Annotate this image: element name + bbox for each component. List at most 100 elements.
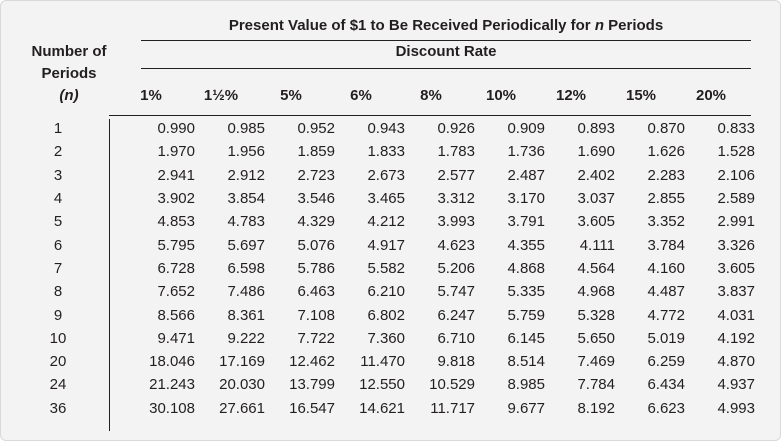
value-cell: 0.909 <box>507 120 545 138</box>
value-cell: 0.985 <box>227 120 265 138</box>
value-cell: 2.589 <box>717 190 755 208</box>
table-row: 9 8.566 8.361 7.108 6.802 6.247 5.759 5.328 4.77… <box>21 303 755 326</box>
period-cell: 9 <box>53 306 63 324</box>
value-cell: 4.623 <box>437 236 475 254</box>
period-cell: 7 <box>53 259 63 277</box>
value-cell: 4.870 <box>717 353 755 371</box>
value-cell: 9.222 <box>227 329 265 347</box>
value-cell: 20.030 <box>219 376 265 394</box>
value-cell: 3.837 <box>717 283 755 301</box>
value-cell: 9.471 <box>157 329 195 347</box>
value-cell: 3.605 <box>577 213 615 231</box>
value-cell: 2.106 <box>717 166 755 184</box>
value-cell: 2.673 <box>367 166 405 184</box>
value-cell: 1.783 <box>437 143 475 161</box>
present-value-table: 1 0.990 0.985 0.952 0.943 0.926 0.909 0.893 0.87… <box>21 117 755 420</box>
period-cell: 10 <box>49 329 67 347</box>
table-row: 10 9.471 9.222 7.722 7.360 6.710 6.145 5.650 5.0… <box>21 327 755 350</box>
value-cell: 6.463 <box>297 283 335 301</box>
value-cell: 1.833 <box>367 143 405 161</box>
value-cell: 6.710 <box>437 329 475 347</box>
value-cell: 7.722 <box>297 329 335 347</box>
value-cell: 3.902 <box>157 190 195 208</box>
title-divider <box>141 40 751 41</box>
value-cell: 10.529 <box>429 376 475 394</box>
value-cell: 21.243 <box>149 376 195 394</box>
rate-header: 8% <box>420 87 442 104</box>
value-cell: 8.361 <box>227 306 265 324</box>
value-cell: 0.926 <box>437 120 475 138</box>
value-cell: 6.434 <box>647 376 685 394</box>
table-row: 4 3.902 3.854 3.546 3.465 3.312 3.170 3.037 2.85… <box>21 187 755 210</box>
period-cell: 5 <box>53 213 63 231</box>
value-cell: 6.598 <box>227 259 265 277</box>
value-cell: 6.210 <box>367 283 405 301</box>
value-cell: 4.564 <box>577 259 615 277</box>
value-cell: 7.652 <box>157 283 195 301</box>
value-cell: 5.206 <box>437 259 475 277</box>
subtitle-divider <box>141 68 751 69</box>
value-cell: 3.037 <box>577 190 615 208</box>
value-cell: 1.970 <box>157 143 195 161</box>
value-cell: 27.661 <box>219 399 265 417</box>
periods-header-line1: Number of <box>31 43 107 60</box>
value-cell: 2.991 <box>717 213 755 231</box>
value-cell: 2.723 <box>297 166 335 184</box>
value-cell: 3.854 <box>227 190 265 208</box>
value-cell: 4.192 <box>717 329 755 347</box>
value-cell: 8.514 <box>507 353 545 371</box>
value-cell: 12.550 <box>359 376 405 394</box>
value-cell: 4.783 <box>227 213 265 231</box>
value-cell: 5.328 <box>577 306 615 324</box>
value-cell: 14.621 <box>359 399 405 417</box>
value-cell: 7.469 <box>577 353 615 371</box>
value-cell: 7.486 <box>227 283 265 301</box>
period-cell: 2 <box>53 143 63 161</box>
value-cell: 18.046 <box>149 353 195 371</box>
value-cell: 4.212 <box>367 213 405 231</box>
table-row: 24 21.243 20.030 13.799 12.550 10.529 8.985 7.7… <box>21 373 755 396</box>
value-cell: 0.943 <box>367 120 405 138</box>
value-cell: 4.968 <box>577 283 615 301</box>
value-cell: 5.335 <box>507 283 545 301</box>
value-cell: 30.108 <box>149 399 195 417</box>
value-cell: 2.941 <box>157 166 195 184</box>
value-cell: 1.956 <box>227 143 265 161</box>
table-row: 7 6.728 6.598 5.786 5.582 5.206 4.868 4.564 4.16… <box>21 257 755 280</box>
value-cell: 3.993 <box>437 213 475 231</box>
value-cell: 5.795 <box>157 236 195 254</box>
value-cell: 3.352 <box>647 213 685 231</box>
value-cell: 8.566 <box>157 306 195 324</box>
value-cell: 7.360 <box>367 329 405 347</box>
period-cell: 24 <box>49 376 67 394</box>
period-cell: 6 <box>53 236 63 254</box>
value-cell: 1.626 <box>647 143 685 161</box>
value-cell: 3.170 <box>507 190 545 208</box>
value-cell: 4.487 <box>647 283 685 301</box>
table-row: 6 5.795 5.697 5.076 4.917 4.623 4.355 4.111 3.78… <box>21 233 755 256</box>
value-cell: 11.470 <box>360 353 405 371</box>
value-cell: 12.462 <box>289 353 335 371</box>
value-cell: 8.985 <box>507 376 545 394</box>
value-cell: 1.690 <box>577 143 615 161</box>
value-cell: 5.019 <box>647 329 685 347</box>
value-cell: 5.786 <box>297 259 335 277</box>
value-cell: 1.528 <box>717 143 755 161</box>
value-cell: 5.582 <box>367 259 405 277</box>
rate-header: 15% <box>625 87 657 104</box>
rate-header: 1% <box>140 87 162 104</box>
value-cell: 2.283 <box>647 166 685 184</box>
table-row: 3 2.941 2.912 2.723 2.673 2.577 2.487 2.402 2.28… <box>21 164 755 187</box>
rate-header: 20% <box>695 87 727 104</box>
value-cell: 4.772 <box>647 306 685 324</box>
value-cell: 2.912 <box>227 166 265 184</box>
value-cell: 2.577 <box>437 166 475 184</box>
value-cell: 5.076 <box>297 236 335 254</box>
period-cell: 20 <box>49 353 67 371</box>
value-cell: 9.677 <box>507 399 545 417</box>
period-cell: 3 <box>53 166 63 184</box>
value-cell: 4.355 <box>507 236 545 254</box>
value-cell: 2.855 <box>647 190 685 208</box>
value-cell: 5.650 <box>577 329 615 347</box>
